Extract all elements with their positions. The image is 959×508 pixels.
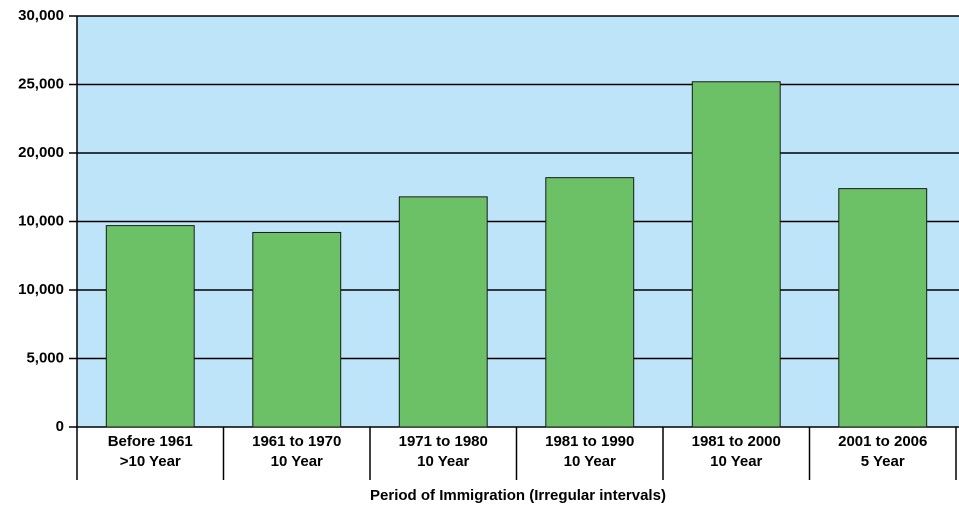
x-tick-label: 2001 to 2006 [838,433,927,450]
y-tick-label: 5,000 [26,349,64,366]
x-axis-label: Period of Immigration (Irregular interva… [370,487,666,504]
chart: Period of Immigration (Irregular interva… [0,0,959,508]
y-tick-label: 10,000 [18,212,64,229]
x-tick-label: 1961 to 1970 [252,433,341,450]
x-tick-label: 1981 to 2000 [692,433,781,450]
x-tick-label: 10 Year [710,453,762,470]
y-tick-label: 30,000 [18,7,64,24]
y-tick-label: 25,000 [18,75,64,92]
y-tick-label: 20,000 [18,144,64,161]
bar [399,197,487,427]
y-tick-label: 10,000 [18,281,64,298]
bar [546,178,634,427]
bar [106,226,194,427]
x-tick-label: 1981 to 1990 [545,433,634,450]
y-tick-label: 0 [56,418,64,435]
x-tick-label: 10 Year [271,453,323,470]
x-tick-label: Before 1961 [108,433,193,450]
x-tick-label: 1971 to 1980 [399,433,488,450]
bar [839,189,927,427]
x-tick-label: 10 Year [417,453,469,470]
bar [692,82,780,427]
x-tick-label: >10 Year [120,453,181,470]
bar [253,232,341,427]
x-tick-label: 10 Year [564,453,616,470]
x-tick-label: 5 Year [861,453,905,470]
